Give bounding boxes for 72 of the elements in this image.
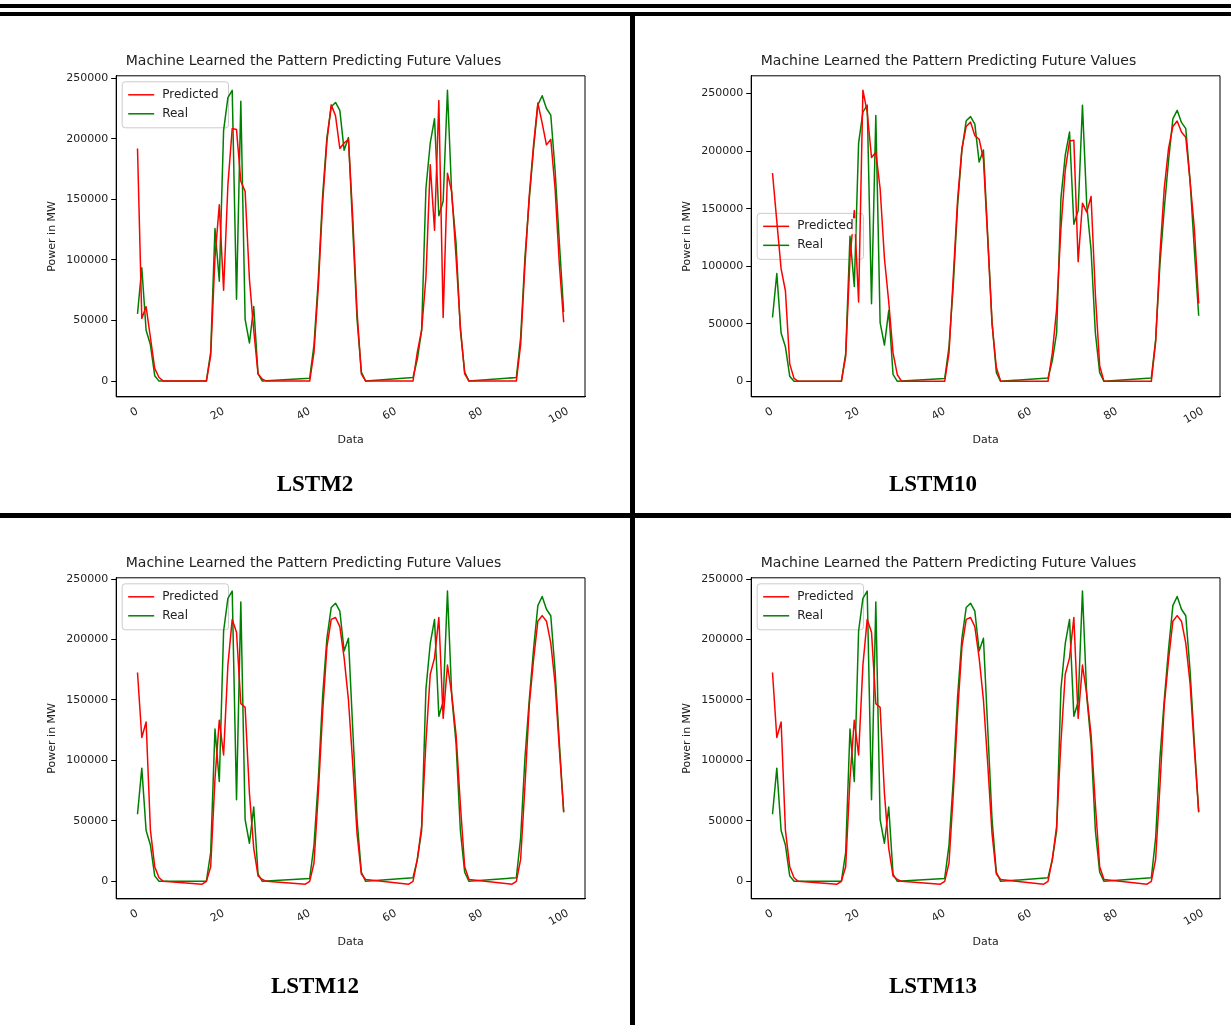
y-tick-label: 200000 [66, 632, 109, 646]
y-tick-label: 50000 [73, 813, 109, 827]
x-tick-label: 0 [762, 404, 776, 420]
x-tick-label: 60 [1015, 906, 1034, 925]
y-tick-label: 0 [736, 874, 744, 888]
x-tick-label: 80 [1101, 404, 1120, 423]
text: LSTM13 [887, 973, 979, 999]
y-tick-label: 50000 [708, 316, 744, 330]
x-axis-title: Data [972, 433, 999, 447]
x-axis-title: Data [337, 433, 364, 447]
x-tick-label: 80 [466, 404, 485, 423]
x-tick-label: 100 [1181, 404, 1206, 427]
legend-label: Real [162, 607, 189, 622]
y-tick-label: 250000 [66, 71, 109, 85]
y-tick-label: 200000 [66, 131, 109, 145]
x-tick-label: 0 [127, 906, 141, 922]
y-tick-label: 150000 [66, 692, 109, 706]
y-tick-label: 150000 [701, 201, 744, 215]
legend-label: Predicted [797, 588, 854, 603]
text: LSTM12 [269, 973, 361, 999]
y-tick-label: 100000 [701, 753, 744, 767]
legend-label: Predicted [797, 218, 854, 233]
x-tick-label: 40 [294, 404, 313, 423]
y-tick-label: 150000 [66, 192, 109, 206]
y-tick-label: 50000 [708, 813, 744, 827]
x-tick-label: 100 [1181, 906, 1206, 929]
y-tick-label: 200000 [701, 144, 744, 158]
y-tick-label: 250000 [701, 86, 744, 100]
chart-title: Machine Learned the Pattern Predicting Future Values [760, 52, 1137, 69]
y-axis-title: Power in MW [45, 702, 59, 774]
y-tick-label: 100000 [701, 259, 744, 273]
x-tick-label: 40 [929, 404, 948, 423]
y-tick-label: 250000 [701, 571, 744, 585]
x-tick-label: 0 [762, 906, 776, 922]
x-tick-label: 60 [380, 404, 399, 423]
x-tick-label: 60 [1015, 404, 1034, 423]
y-tick-label: 150000 [701, 692, 744, 706]
x-tick-label: 80 [1101, 906, 1120, 925]
legend-label: Predicted [162, 588, 219, 603]
x-tick-label: 20 [207, 906, 227, 925]
legend-label: Real [797, 607, 824, 622]
x-tick-label: 40 [294, 906, 313, 925]
text: LSTM2 [275, 471, 355, 497]
y-tick-label: 0 [736, 374, 744, 388]
y-tick-label: 0 [101, 874, 109, 888]
y-axis-title: Power in MW [45, 200, 59, 272]
chart-title: Machine Learned the Pattern Predicting Future Values [125, 52, 502, 69]
y-tick-label: 200000 [701, 632, 744, 646]
x-axis-title: Data [337, 935, 364, 949]
x-tick-label: 100 [546, 906, 571, 929]
x-tick-label: 80 [466, 906, 485, 925]
y-tick-label: 100000 [66, 252, 109, 266]
chart-title: Machine Learned the Pattern Predicting Future Values [125, 554, 502, 571]
y-tick-label: 50000 [73, 313, 109, 327]
x-tick-label: 20 [207, 404, 227, 423]
y-tick-label: 250000 [66, 571, 109, 585]
x-tick-label: 0 [127, 404, 141, 420]
x-tick-label: 20 [842, 404, 862, 423]
y-axis-title: Power in MW [680, 200, 694, 272]
y-tick-label: 100000 [66, 753, 109, 767]
x-tick-label: 60 [380, 906, 399, 925]
x-tick-label: 100 [546, 404, 571, 427]
x-axis-title: Data [972, 935, 999, 949]
legend-label: Predicted [162, 86, 219, 101]
chart-title: Machine Learned the Pattern Predicting Future Values [760, 554, 1137, 571]
text: LSTM10 [887, 471, 979, 497]
legend-label: Real [162, 105, 189, 120]
y-tick-label: 0 [101, 373, 109, 387]
legend-label: Real [797, 237, 824, 252]
x-tick-label: 20 [842, 906, 862, 925]
y-axis-title: Power in MW [680, 702, 694, 774]
x-tick-label: 40 [929, 906, 948, 925]
